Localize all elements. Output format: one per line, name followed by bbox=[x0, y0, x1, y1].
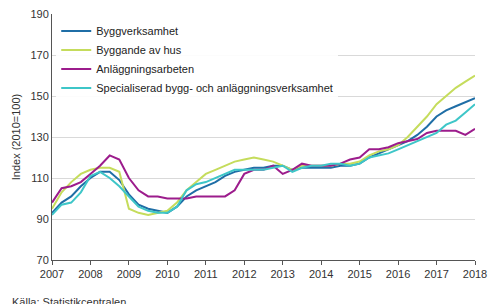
svg-text:2018: 2018 bbox=[463, 268, 487, 280]
svg-text:2015: 2015 bbox=[347, 268, 371, 280]
svg-text:2017: 2017 bbox=[424, 268, 448, 280]
svg-text:Källa: Statistikcentralen: Källa: Statistikcentralen bbox=[12, 296, 126, 304]
svg-text:130: 130 bbox=[30, 131, 48, 143]
svg-text:2011: 2011 bbox=[194, 268, 218, 280]
svg-text:2014: 2014 bbox=[309, 268, 333, 280]
svg-text:2009: 2009 bbox=[117, 268, 141, 280]
svg-text:150: 150 bbox=[30, 90, 48, 102]
svg-text:Anläggningsarbeten: Anläggningsarbeten bbox=[96, 63, 194, 75]
svg-text:190: 190 bbox=[30, 8, 48, 20]
svg-text:110: 110 bbox=[31, 172, 49, 184]
svg-text:Specialiserad bygg- och anlägg: Specialiserad bygg- och anläggningsverks… bbox=[96, 82, 333, 94]
svg-text:2013: 2013 bbox=[270, 268, 294, 280]
svg-text:Byggverksamhet: Byggverksamhet bbox=[96, 25, 178, 37]
svg-text:Byggande av hus: Byggande av hus bbox=[96, 44, 182, 56]
svg-text:2007: 2007 bbox=[40, 268, 64, 280]
svg-text:170: 170 bbox=[30, 49, 48, 61]
svg-text:Index (2010=100): Index (2010=100) bbox=[10, 94, 22, 181]
svg-text:2016: 2016 bbox=[386, 268, 410, 280]
svg-text:2012: 2012 bbox=[232, 268, 256, 280]
svg-text:2010: 2010 bbox=[155, 268, 179, 280]
svg-text:90: 90 bbox=[37, 213, 49, 225]
svg-text:2008: 2008 bbox=[78, 268, 102, 280]
svg-text:70: 70 bbox=[37, 254, 49, 266]
